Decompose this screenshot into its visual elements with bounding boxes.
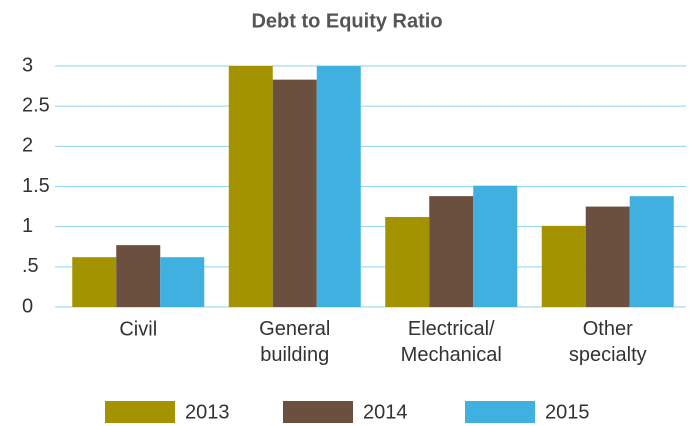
x-tick-label: Electrical/Mechanical: [401, 318, 502, 366]
legend-swatch: [105, 401, 175, 423]
bar: [72, 257, 117, 307]
legend-label: 2013: [185, 401, 230, 423]
bar: [473, 185, 518, 307]
bar: [116, 245, 161, 307]
legend-label: 2014: [363, 401, 408, 423]
legend-swatch: [283, 401, 353, 423]
bar: [272, 79, 317, 307]
bar: [385, 217, 430, 307]
y-tick-label: 3: [22, 54, 33, 76]
bar: [429, 196, 474, 307]
y-tick-label: 2.5: [22, 94, 50, 116]
bar: [541, 225, 586, 307]
y-tick-label: .5: [22, 255, 39, 277]
bar: [228, 66, 273, 307]
bar: [629, 196, 674, 307]
x-tick-label: General building: [259, 318, 330, 366]
legend-swatch: [465, 401, 535, 423]
x-tick-label: Other specialty: [569, 318, 647, 366]
y-tick-label: 2: [22, 135, 33, 157]
y-tick-label: 0: [22, 295, 33, 317]
chart-title: Debt to Equity Ratio: [251, 10, 442, 32]
bar: [160, 257, 205, 307]
y-tick-label: 1: [22, 215, 33, 237]
y-tick-label: 1.5: [22, 175, 50, 197]
legend-label: 2015: [545, 401, 590, 423]
bar: [316, 66, 361, 307]
x-tick-label: Civil: [119, 318, 157, 340]
bar: [585, 206, 630, 307]
